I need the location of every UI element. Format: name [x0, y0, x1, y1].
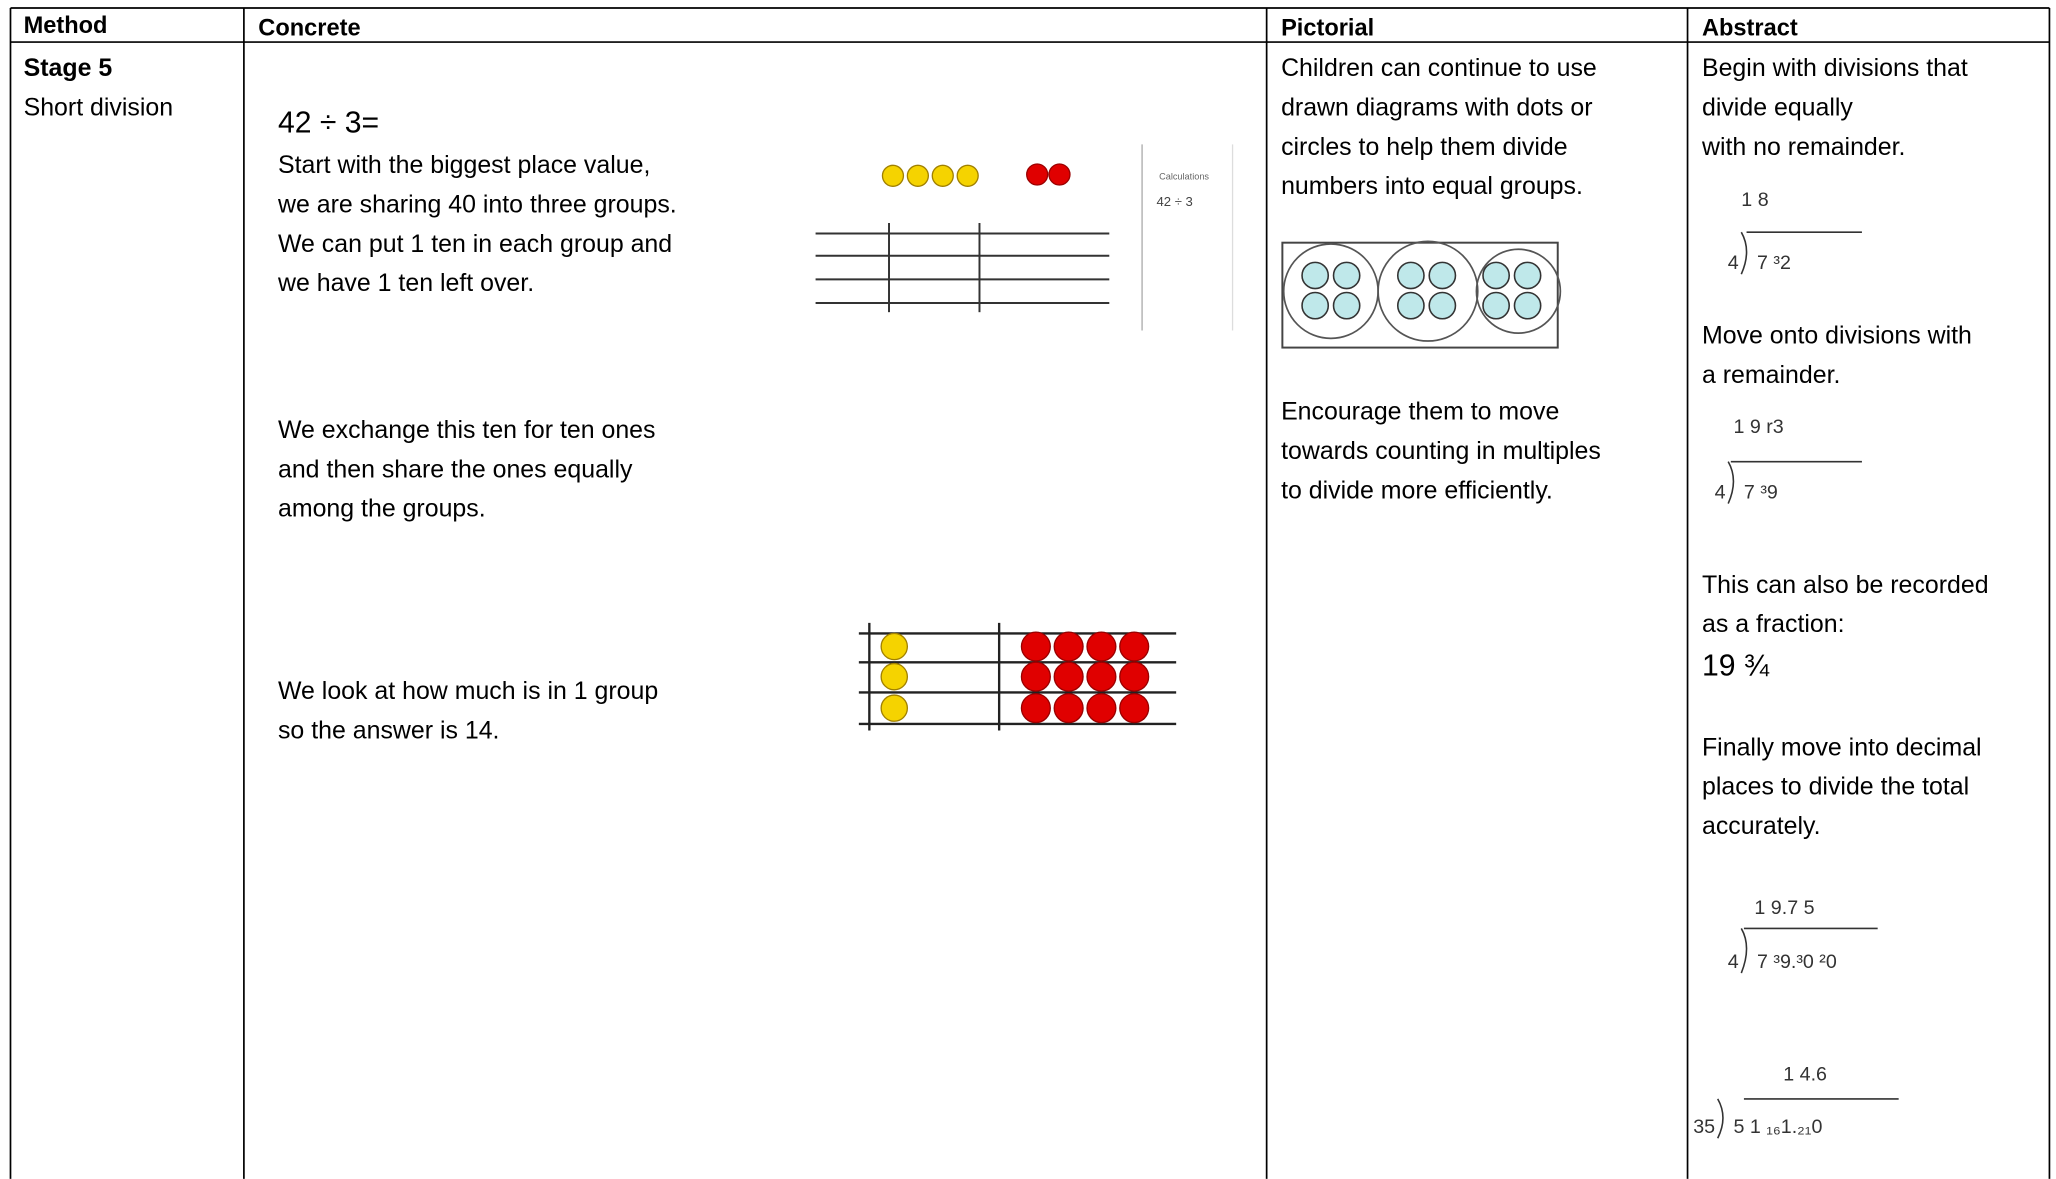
- text-line: a remainder.: [1702, 361, 1840, 389]
- text-line: towards counting in multiples: [1281, 437, 1601, 465]
- equation: 42 ÷ 3=: [278, 107, 379, 140]
- header-cell: Concrete: [258, 16, 360, 42]
- header-cell: Method: [24, 13, 108, 39]
- text-line: Children can continue to use: [1281, 54, 1597, 82]
- text-line: so the answer is 14.: [278, 716, 500, 744]
- quotient: 1 9.7 5: [1754, 897, 1814, 919]
- method-name: Short division: [24, 93, 174, 121]
- text-line: We look at how much is in 1 group: [278, 677, 658, 705]
- dividend: 7 ³9: [1744, 481, 1778, 503]
- header-cell: Abstract: [1702, 16, 1798, 42]
- text-line: We exchange this ten for ten ones: [278, 416, 656, 444]
- text-line: places to divide the total: [1702, 773, 1969, 801]
- image-label: 42 ÷ 3: [1157, 194, 1193, 209]
- divisor: 4: [1715, 481, 1726, 503]
- division-bracket: [1740, 231, 1748, 275]
- text-line: Move onto divisions with: [1702, 322, 1972, 350]
- division-bracket: [1740, 928, 1748, 974]
- text-line: among the groups.: [278, 495, 486, 523]
- grouping-diagram: [1281, 240, 1562, 349]
- text-line: divide equally: [1702, 93, 1853, 121]
- text-line: Start with the biggest place value,: [278, 151, 650, 179]
- text-line: as a fraction:: [1702, 610, 1845, 638]
- dividend: 7 ³2: [1757, 252, 1791, 274]
- quotient: 1 8: [1741, 189, 1768, 211]
- divisor: 35: [1693, 1116, 1715, 1138]
- text-line: numbers into equal groups.: [1281, 172, 1583, 200]
- place-value-image: [858, 622, 1177, 731]
- quotient: 1 9 r3: [1733, 416, 1783, 438]
- text-line: and then share the ones equally: [278, 455, 633, 483]
- short-division: 1 4.6 35 5 1 ₁₆1.₂₁0: [1693, 1064, 1899, 1139]
- text-line: We can put 1 ten in each group and: [278, 230, 672, 258]
- stage: Stage 5: [24, 54, 113, 82]
- text-line: circles to help them divide: [1281, 133, 1568, 161]
- short-division: 1 8 4 7 ³2: [1728, 189, 1862, 275]
- short-division: 1 9 r3 4 7 ³9: [1715, 416, 1862, 504]
- text-line: to divide more efficiently.: [1281, 476, 1553, 504]
- divisor: 4: [1728, 951, 1739, 973]
- division-bracket: [1727, 461, 1735, 504]
- place-value-image: Calculations 42 ÷ 3: [815, 144, 1234, 331]
- division-bracket: [1717, 1098, 1724, 1139]
- text-line: accurately.: [1702, 812, 1821, 840]
- image-label: Calculations: [1159, 172, 1209, 182]
- text-line: we have 1 ten left over.: [277, 269, 534, 297]
- text-line: we are sharing 40 into three groups.: [277, 191, 677, 219]
- header-cell: Pictorial: [1281, 16, 1374, 42]
- dividend: 7 ³9.³0 ²0: [1757, 951, 1837, 973]
- fraction: 19 ¾: [1702, 649, 1770, 682]
- table-grid: [9, 7, 2051, 1179]
- text-line: drawn diagrams with dots or: [1281, 93, 1592, 121]
- divisor: 4: [1728, 252, 1739, 274]
- text-line: Finally move into decimal: [1702, 733, 1982, 761]
- text-line: with no remainder.: [1701, 133, 1906, 161]
- text-line: This can also be recorded: [1702, 571, 1989, 599]
- text-line: Begin with divisions that: [1702, 54, 1968, 82]
- text-line: Encourage them to move: [1281, 398, 1559, 426]
- quotient: 1 4.6: [1783, 1064, 1827, 1086]
- dividend: 5 1 ₁₆1.₂₁0: [1733, 1116, 1822, 1138]
- short-division: 1 9.7 5 4 7 ³9.³0 ²0: [1728, 897, 1878, 974]
